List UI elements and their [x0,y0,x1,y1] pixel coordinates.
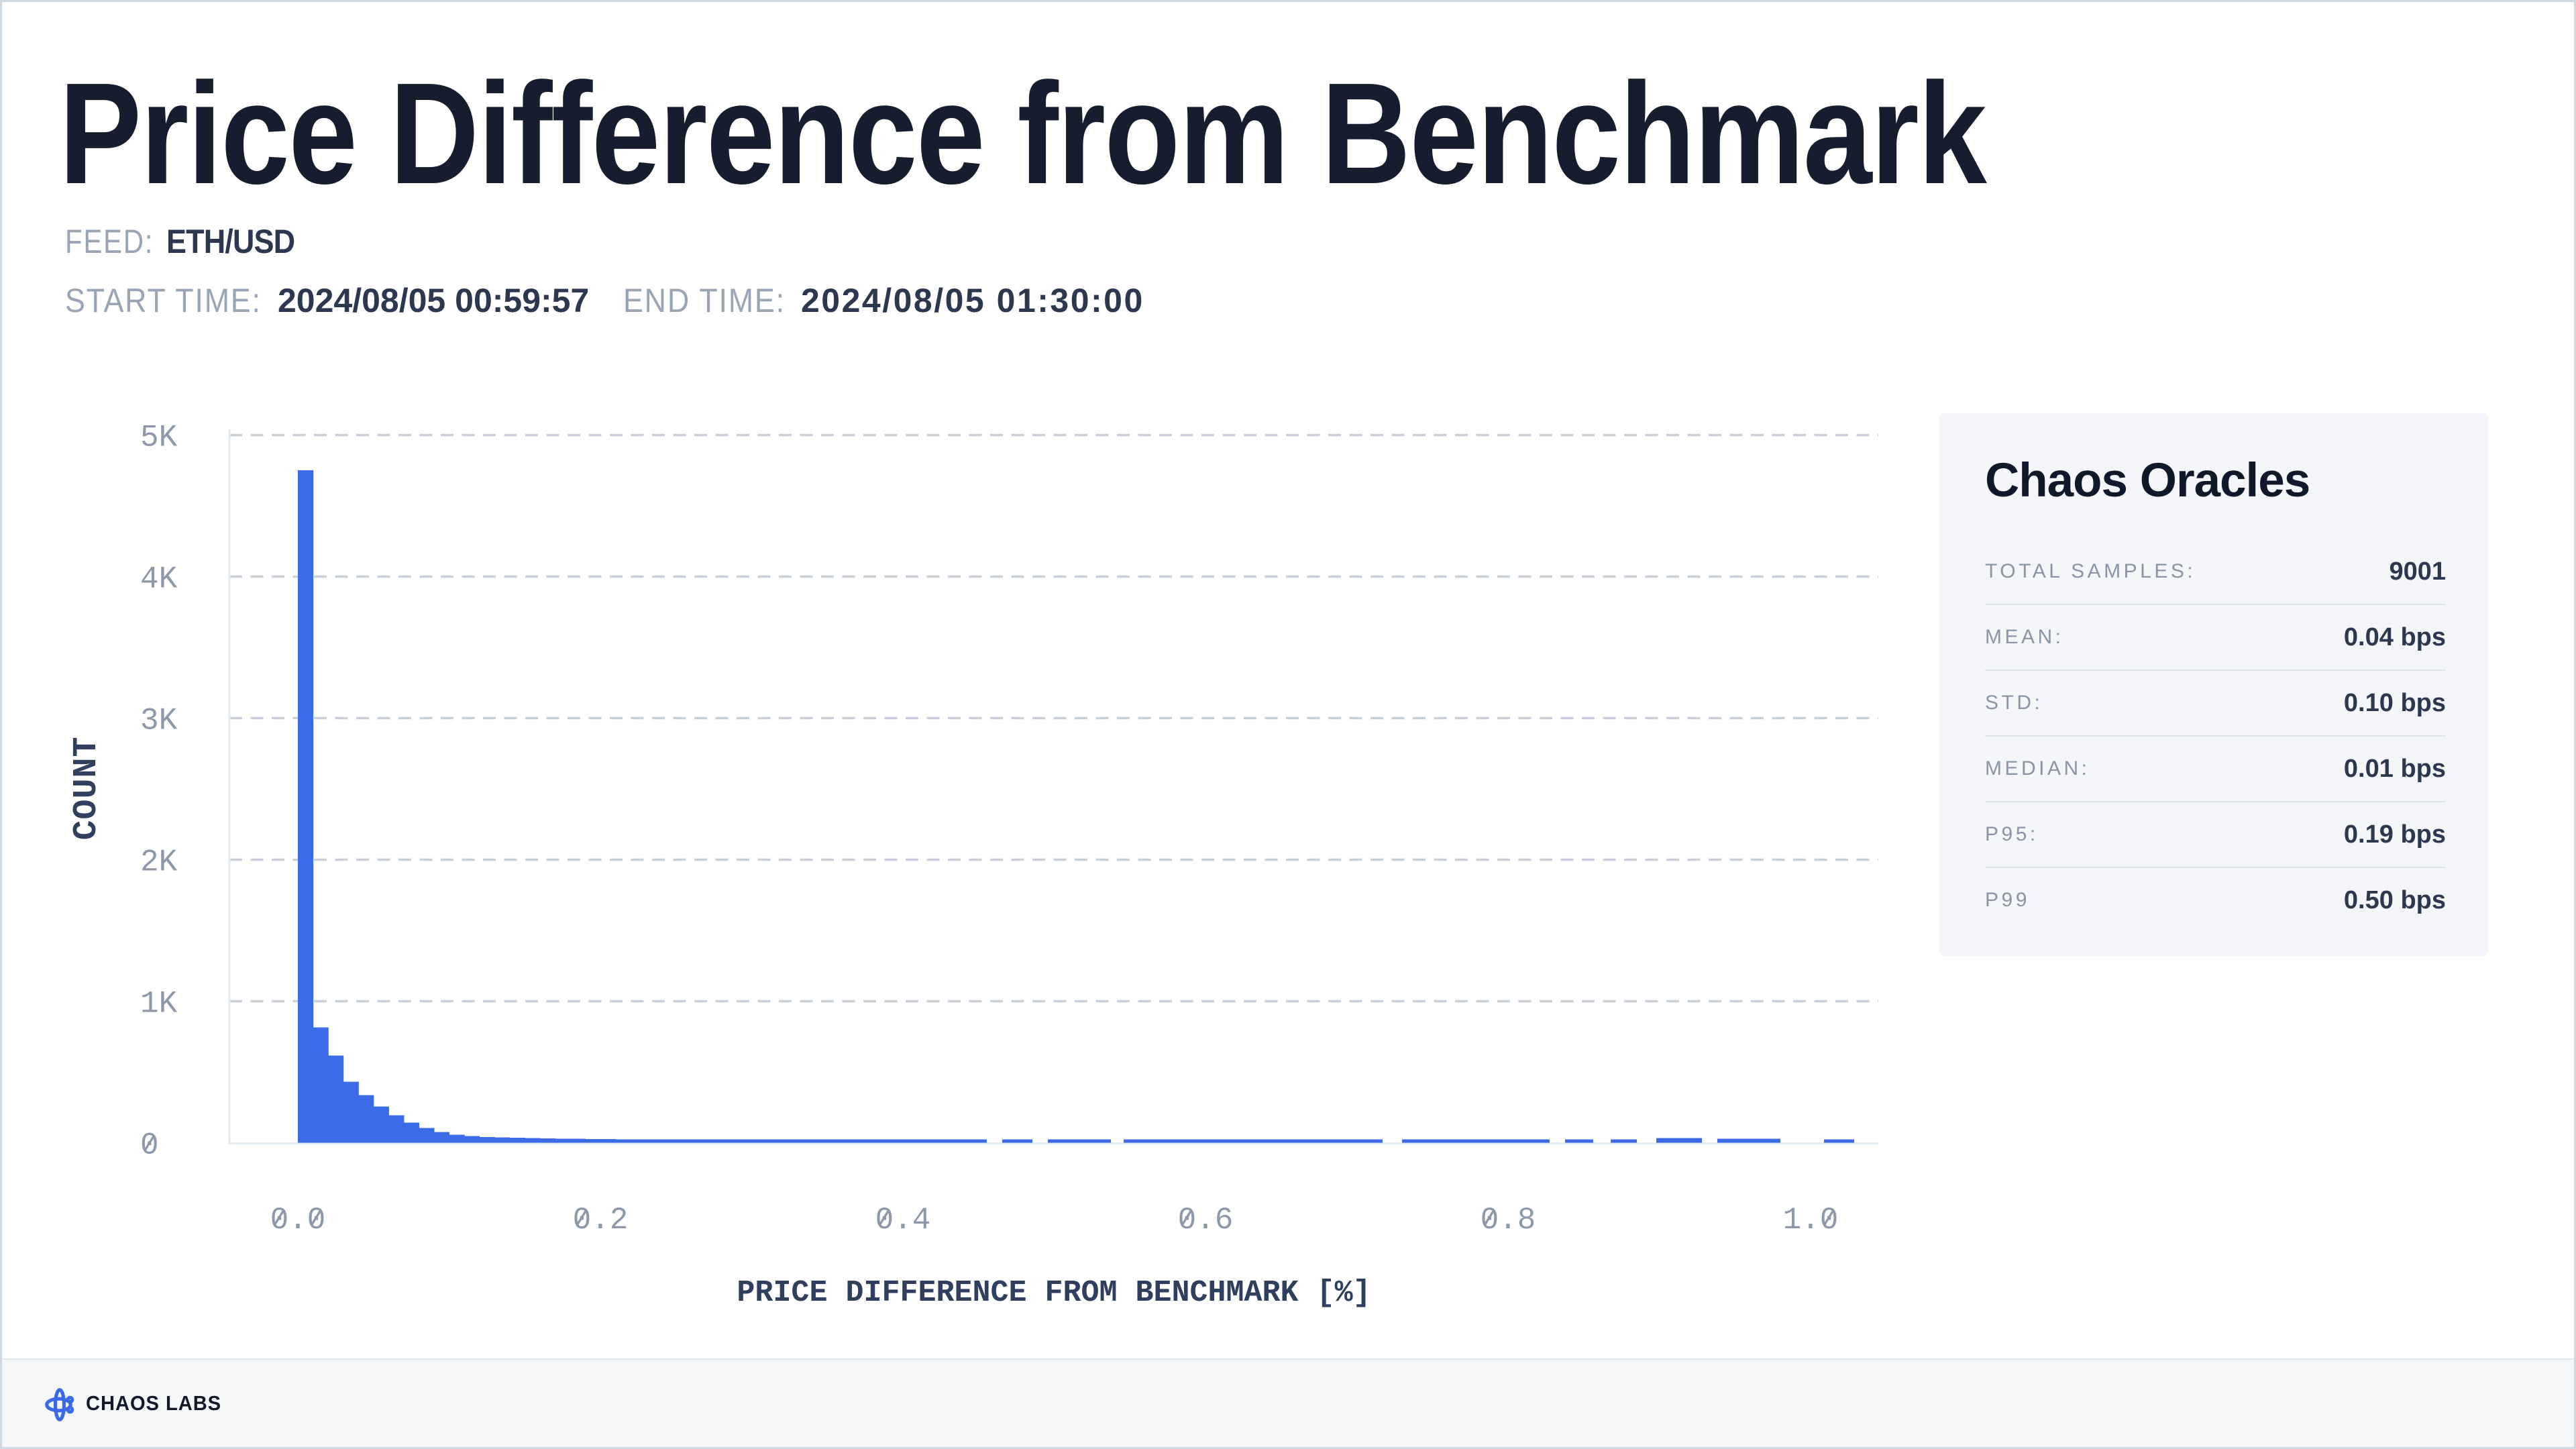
svg-text:0.2: 0.2 [573,1203,629,1238]
svg-text:4K: 4K [140,562,178,597]
svg-text:PRICE DIFFERENCE FROM BENCHMAR: PRICE DIFFERENCE FROM BENCHMARK [%] [737,1276,1371,1310]
svg-text:1K: 1K [140,987,178,1022]
svg-text:0.0: 0.0 [270,1203,326,1238]
svg-text:0: 0 [140,1128,159,1163]
svg-text:2K: 2K [140,845,178,880]
svg-text:0.8: 0.8 [1481,1203,1536,1238]
svg-text:COUNT: COUNT [68,736,106,840]
svg-text:0.6: 0.6 [1178,1203,1234,1238]
svg-text:3K: 3K [140,704,178,739]
svg-text:5K: 5K [140,421,178,455]
svg-text:1.0: 1.0 [1783,1203,1839,1238]
svg-text:0.4: 0.4 [875,1203,931,1238]
